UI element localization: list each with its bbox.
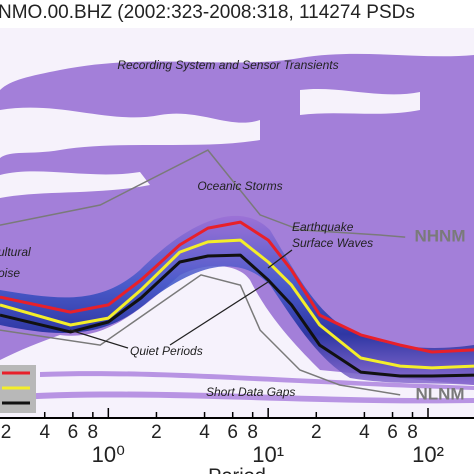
gap-streaks — [0, 371, 474, 404]
annotation: Surface Waves — [292, 236, 373, 250]
x-tick-label: 8 — [88, 422, 99, 443]
x-tick-label: 10² — [412, 442, 444, 467]
x-tick-label: 10¹ — [252, 442, 284, 467]
arrows — [69, 249, 293, 349]
model-line — [0, 149, 406, 238]
sparse-region — [0, 28, 474, 418]
annotation: Short Data Gaps — [206, 385, 295, 399]
annotation: Oceanic Storms — [197, 179, 282, 193]
x-tick-label: 6 — [68, 422, 79, 443]
chart-title: NMO.00.BHZ (2002:323-2008:318, 114274 PS… — [0, 2, 415, 23]
x-tick-label: 6 — [227, 422, 238, 443]
x-tick-label: 4 — [199, 422, 210, 443]
annotation: ultural — [0, 245, 31, 259]
series-line — [0, 253, 474, 378]
x-tick-label: 2 — [151, 422, 162, 443]
x-axis-label: Period — [208, 465, 266, 474]
x-tick-label: 10⁰ — [92, 442, 125, 467]
x-tick-label: 2 — [311, 422, 322, 443]
annotation: Recording System and Sensor Transients — [117, 58, 338, 72]
model-line — [0, 274, 401, 396]
pdf-core — [0, 215, 474, 385]
model-label: NHNM — [415, 226, 466, 245]
model-label: NLNM — [415, 384, 464, 403]
x-tick-label: 6 — [387, 422, 398, 443]
annotation: oise — [0, 266, 20, 280]
x-tick-label: 8 — [407, 422, 418, 443]
x-tick-label: 8 — [247, 422, 258, 443]
series-line — [0, 220, 474, 354]
annotation: Quiet Periods — [130, 344, 203, 358]
x-tick-label: 4 — [39, 422, 50, 443]
series-line — [0, 238, 474, 370]
annotation: Earthquake — [292, 220, 354, 234]
x-tick-label: 2 — [1, 422, 12, 443]
x-tick-label: 4 — [359, 422, 370, 443]
